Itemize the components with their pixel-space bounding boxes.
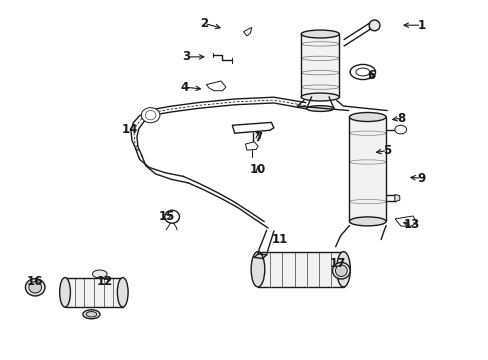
Ellipse shape	[86, 311, 97, 317]
Text: 11: 11	[271, 233, 287, 246]
Ellipse shape	[301, 30, 339, 38]
Polygon shape	[206, 81, 225, 91]
Text: 13: 13	[403, 219, 419, 231]
Bar	[65, 278, 122, 307]
Text: 17: 17	[328, 257, 345, 270]
Polygon shape	[394, 194, 399, 202]
Polygon shape	[243, 27, 251, 36]
Text: 14: 14	[121, 123, 138, 136]
Ellipse shape	[336, 252, 350, 287]
Ellipse shape	[306, 106, 333, 112]
Polygon shape	[394, 216, 416, 226]
Text: 2: 2	[200, 17, 208, 30]
Circle shape	[394, 125, 406, 134]
Ellipse shape	[25, 279, 45, 296]
Bar	[348, 117, 386, 221]
Text: 15: 15	[159, 210, 175, 223]
Text: 10: 10	[249, 163, 266, 176]
Text: 5: 5	[383, 144, 390, 157]
Text: 9: 9	[417, 172, 425, 185]
Text: 12: 12	[97, 275, 113, 288]
Ellipse shape	[349, 64, 375, 80]
Polygon shape	[232, 122, 273, 133]
Text: 16: 16	[27, 275, 43, 288]
Polygon shape	[245, 142, 258, 150]
Ellipse shape	[368, 20, 379, 31]
Ellipse shape	[251, 252, 264, 287]
Ellipse shape	[82, 310, 100, 319]
Ellipse shape	[117, 278, 128, 307]
Ellipse shape	[301, 93, 339, 101]
Ellipse shape	[29, 282, 41, 293]
Text: 8: 8	[396, 112, 404, 125]
Ellipse shape	[332, 262, 349, 279]
Ellipse shape	[92, 270, 107, 278]
Bar	[258, 252, 343, 287]
Text: 1: 1	[417, 19, 425, 32]
Text: 4: 4	[181, 81, 188, 94]
Text: 7: 7	[254, 131, 262, 144]
Ellipse shape	[60, 278, 70, 307]
Text: 6: 6	[367, 69, 375, 82]
Ellipse shape	[348, 217, 386, 226]
Text: 3: 3	[182, 50, 189, 63]
Ellipse shape	[348, 112, 386, 121]
Ellipse shape	[164, 210, 179, 223]
Bar	[301, 34, 339, 97]
Ellipse shape	[141, 108, 160, 123]
Ellipse shape	[335, 265, 346, 276]
